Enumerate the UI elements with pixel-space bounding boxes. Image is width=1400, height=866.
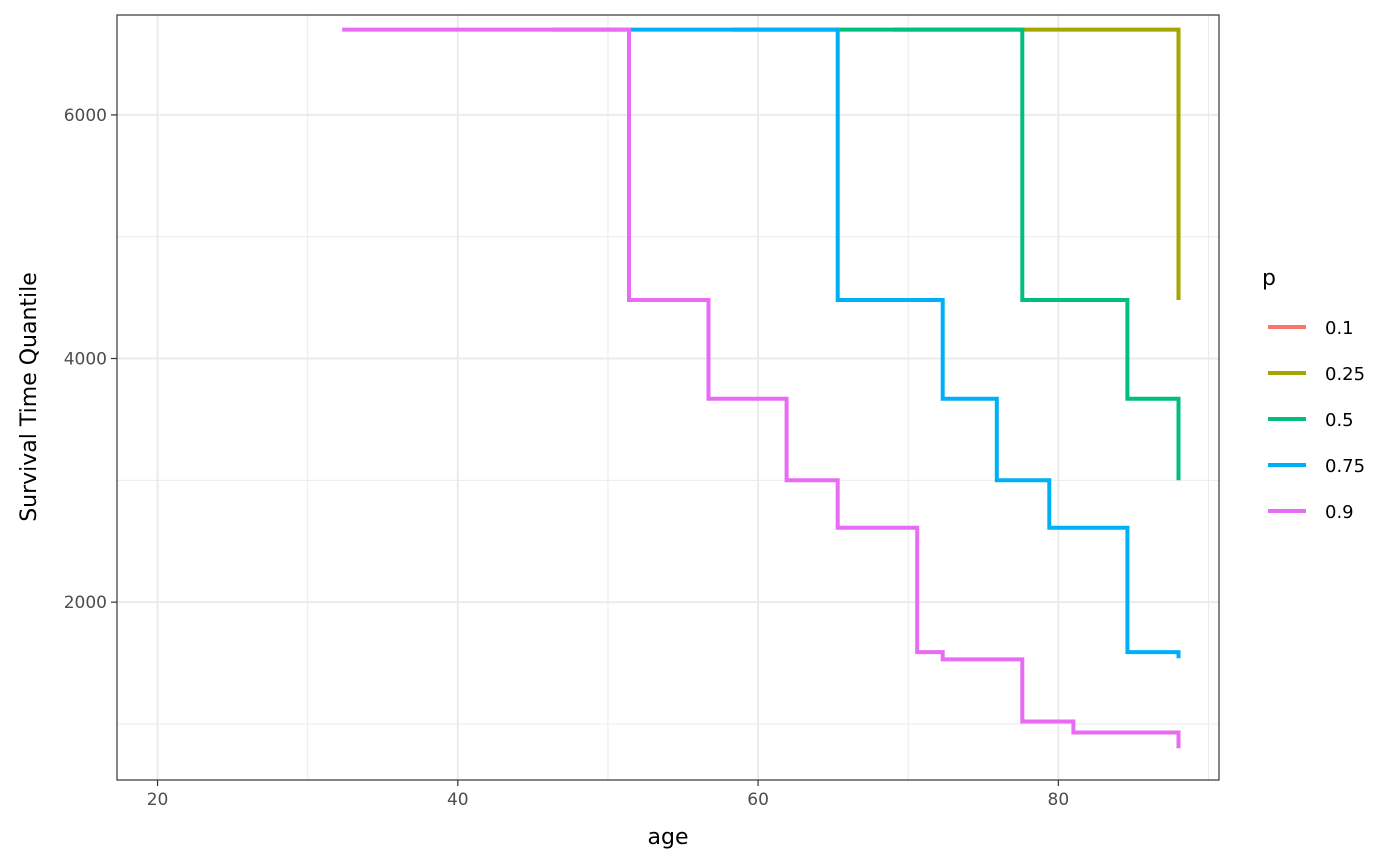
minor-grid [117,15,1219,780]
x-axis-title: age [648,825,689,850]
x-tick-label: 20 [147,790,169,810]
y-axis-title: Survival Time Quantile [17,272,42,522]
legend-label: 0.25 [1325,364,1365,385]
legend-item: 0.1 [1268,318,1354,339]
legend-item: 0.75 [1268,456,1365,477]
plot-panel-border [116,14,1220,781]
y-tick-label: 4000 [64,350,107,370]
major-grid [117,15,1219,780]
series-lines [342,27,1181,749]
legend-label: 0.75 [1325,456,1365,477]
series-line-0_9 [342,27,1181,749]
y-tick-label: 2000 [64,593,107,613]
legend-label: 0.9 [1325,502,1354,523]
x-tick-label: 60 [747,790,769,810]
legend-item: 0.25 [1268,364,1365,385]
series-line-0_75 [552,27,1181,659]
x-tick-label: 80 [1048,790,1070,810]
legend-item: 0.5 [1268,410,1354,431]
legend-label: 0.5 [1325,410,1354,431]
legend: p 0.1 0.25 0.5 0.75 0.9 [1262,266,1365,523]
legend-item: 0.9 [1268,502,1354,523]
legend-title: p [1262,266,1276,291]
legend-label: 0.1 [1325,318,1354,339]
x-tick-label: 40 [447,790,469,810]
series-line-0_5 [732,27,1181,481]
y-axis: 2000 4000 6000 [64,106,117,613]
x-axis: 20 40 60 80 [147,780,1069,810]
legend-items: 0.1 0.25 0.5 0.75 0.9 [1268,318,1365,523]
y-tick-label: 6000 [64,106,107,126]
